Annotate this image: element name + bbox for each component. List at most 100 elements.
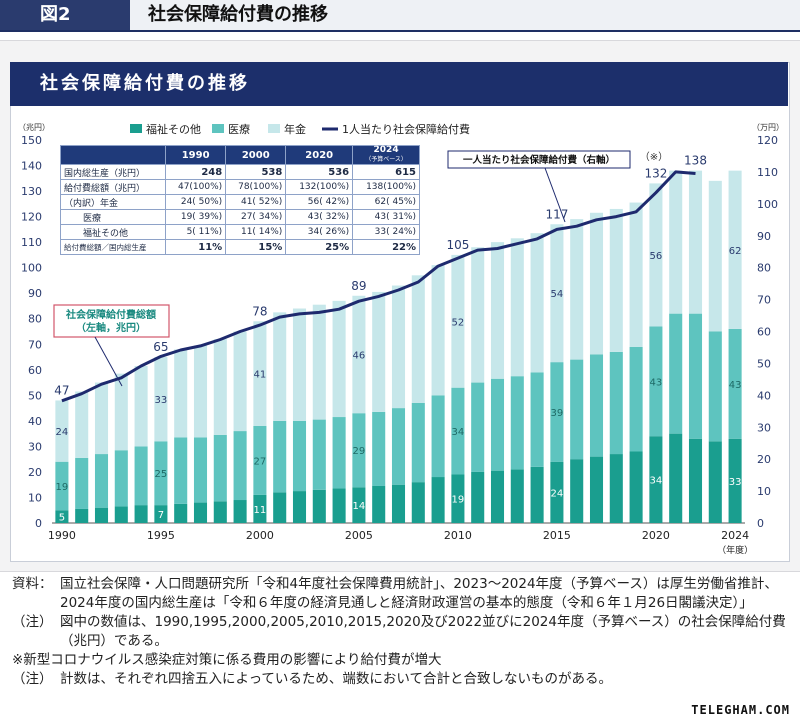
data-label-medical: 27: [254, 456, 267, 467]
footnote-rounding: （注） 計数は、それぞれ四捨五入によっているため、端数において合計と合致しないも…: [12, 670, 792, 689]
bar-segment-medical: [688, 313, 703, 439]
data-label-medical: 34: [452, 427, 465, 438]
bar-segment-pension: [94, 382, 109, 455]
right-callout-leader: [544, 167, 566, 223]
bar-segment-medical: [114, 450, 128, 507]
bar-segment-pension: [550, 224, 564, 363]
bar-segment-welfare: [273, 492, 287, 523]
covid-mark: （※）: [640, 151, 668, 163]
bar-segment-medical: [94, 454, 109, 508]
bar-segment-welfare: [471, 471, 485, 523]
table-row-label: 国内総生産（兆円）: [59, 164, 167, 180]
data-label-total: 105: [446, 238, 469, 252]
table-cell: 34( 26%): [285, 224, 354, 240]
bar-segment-pension: [451, 254, 465, 388]
bar-segment-welfare: [213, 501, 227, 523]
bar-segment-pension: [213, 339, 227, 435]
right-axis-unit: （万円）: [752, 123, 784, 132]
table-header-row: 1990 2000 2020 2024 （予算ベース）: [59, 145, 420, 165]
right-tick-label: 40: [757, 389, 771, 402]
data-label-welfare: 19: [452, 495, 465, 506]
data-label-total: 65: [153, 340, 168, 354]
data-label-welfare: 11: [254, 505, 267, 516]
bar-segment-medical: [629, 346, 643, 452]
table-cell: 536: [285, 164, 354, 180]
left-tick-label: 150: [21, 134, 42, 147]
bar-segment-pension: [669, 170, 683, 314]
bar-segment-welfare: [510, 469, 524, 523]
bar-segment-welfare: [154, 505, 168, 523]
bar-segment-pension: [609, 208, 623, 352]
footnote-text: 計数は、それぞれ四捨五入によっているため、端数において合計と合致しないものがある…: [60, 671, 613, 687]
data-label-welfare: 7: [158, 510, 164, 521]
table-cell: 27( 34%): [225, 209, 287, 225]
bar-segment-medical: [391, 408, 406, 485]
legend-label-2: 年金: [284, 122, 306, 136]
legend-label-0: 福祉その他: [146, 122, 201, 136]
data-label-total: 117: [545, 207, 568, 221]
bar-segment-pension: [55, 400, 69, 462]
bar-segment-medical: [550, 362, 564, 462]
table-cell: 43( 31%): [352, 209, 420, 225]
left-axis-callout-sub: （左軸，兆円）: [76, 321, 146, 334]
bar-segment-medical: [174, 437, 188, 504]
left-tick-label: 50: [28, 389, 42, 402]
table-row-label: （内訳）年金: [59, 194, 167, 210]
right-axis-callout-text: 一人当たり社会保障給付費（右軸）: [463, 154, 615, 166]
left-tick-label: 70: [28, 338, 42, 351]
x-tick-label: 2020: [642, 529, 670, 542]
footnote-text: 図中の数値は、1990,1995,2000,2005,2010,2015,202…: [60, 614, 786, 649]
bar-segment-medical: [292, 420, 307, 492]
left-tick-label: 100: [21, 262, 42, 275]
data-label-pension: 62: [729, 246, 742, 257]
footnote-source: 資料： 国立社会保障・人口問題研究所「令和4年度社会保障費用統計」、2023～2…: [12, 575, 792, 613]
per-capita-line: [61, 170, 696, 403]
bar-segment-pension: [708, 180, 722, 332]
bar-segment-pension: [174, 349, 188, 438]
bar-segment-pension: [510, 238, 524, 377]
bar-segment-welfare: [55, 510, 69, 523]
chart-title: 社会保障給付費の推移: [40, 73, 250, 94]
bar-segment-medical: [669, 313, 683, 434]
bar-segment-welfare: [253, 494, 267, 523]
bar-segment-medical: [609, 351, 623, 455]
legend-label-1: 医療: [228, 122, 250, 136]
bar-segment-welfare: [312, 489, 326, 523]
bar-segment-pension: [649, 183, 663, 327]
bar-segment-medical: [312, 419, 326, 490]
x-axis-unit: （年度）: [717, 544, 753, 556]
footnote-key: 資料：: [12, 576, 53, 592]
bar-segment-pension: [134, 365, 148, 447]
bar-segment-medical: [372, 411, 386, 486]
bar-segment-pension: [471, 247, 485, 383]
left-axis-callout-box: [53, 304, 170, 338]
bar-segment-welfare: [193, 502, 208, 523]
left-tick-label: 20: [28, 466, 42, 479]
table-cell: 33( 24%): [352, 224, 420, 240]
bar-segment-pension: [233, 331, 247, 432]
footnote-note: （注） 図中の数値は、1990,1995,2000,2005,2010,2015…: [12, 613, 792, 651]
data-label-welfare: 24: [551, 488, 564, 499]
bar-segment-welfare: [728, 438, 742, 523]
bar-segment-welfare: [411, 482, 425, 523]
legend-swatch-1: [212, 124, 224, 133]
x-tick-label: 2005: [345, 529, 373, 542]
bar-segment-pension: [154, 357, 168, 442]
bar-segment-welfare: [332, 488, 346, 523]
figure-number: 図2: [0, 0, 130, 30]
table-cell: 25%: [285, 239, 354, 255]
data-label-medical: 19: [56, 482, 69, 493]
data-label-welfare: 34: [650, 476, 663, 487]
table-row-label: 給付費総額／国内総生産: [59, 239, 167, 255]
left-tick-label: 120: [21, 211, 42, 224]
bar-segment-medical: [213, 434, 227, 502]
bar-segment-pension: [193, 345, 208, 438]
bar-segment-medical: [352, 413, 366, 488]
data-label-pension: 24: [56, 427, 69, 438]
x-tick-label: 1995: [147, 529, 175, 542]
right-tick-label: 0: [757, 517, 764, 530]
bar-segment-medical: [193, 437, 208, 503]
table-cell: 41( 52%): [225, 194, 287, 210]
x-tick-label: 1990: [48, 529, 76, 542]
bar-segment-welfare: [550, 461, 564, 523]
